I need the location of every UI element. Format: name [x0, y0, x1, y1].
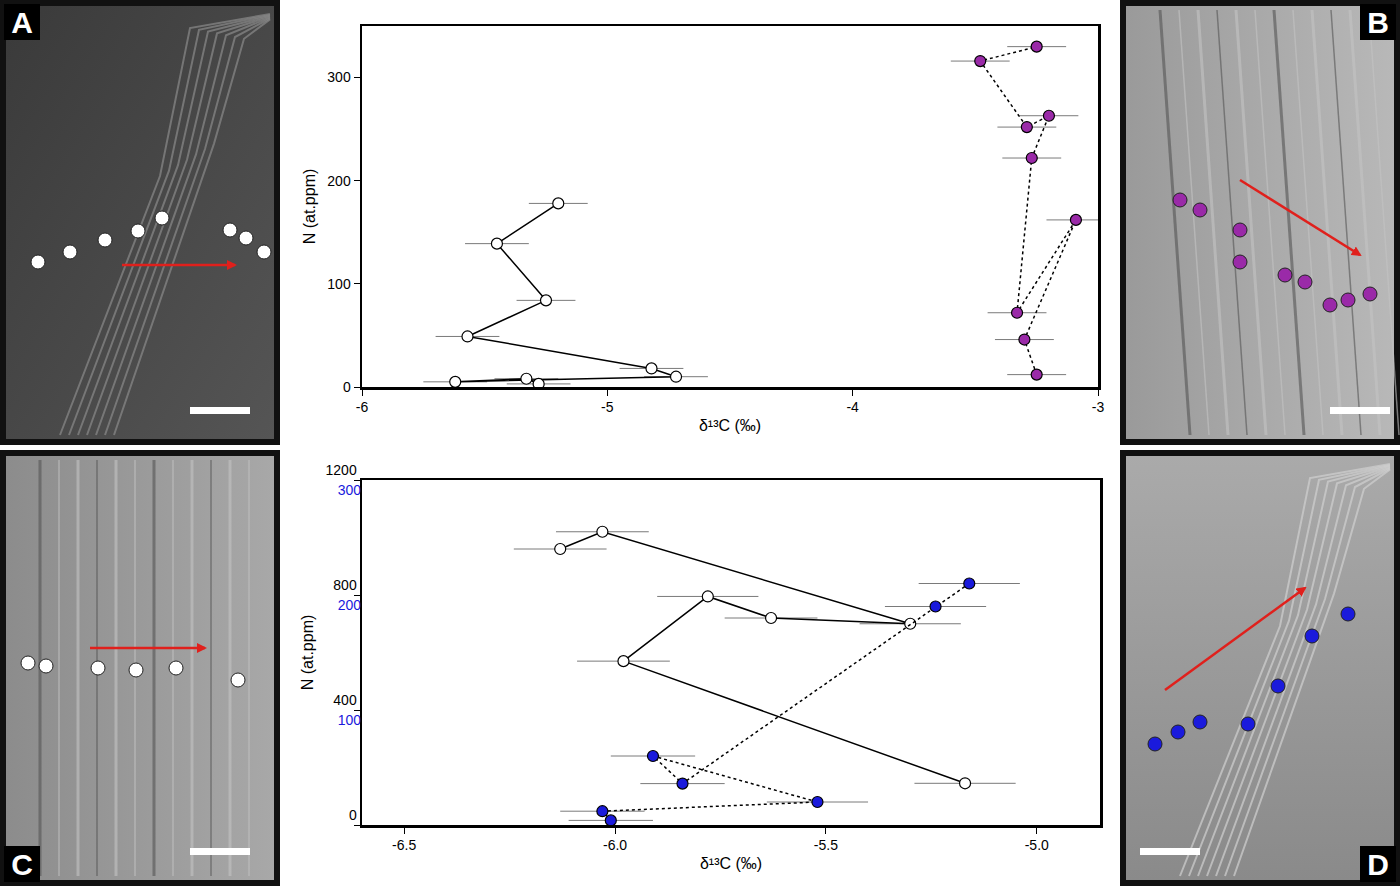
svg-text:800: 800 — [333, 577, 357, 593]
svg-text:100: 100 — [338, 712, 362, 728]
svg-text:δ¹³C (‰): δ¹³C (‰) — [699, 417, 761, 434]
svg-text:300: 300 — [338, 482, 362, 498]
svg-text:400: 400 — [333, 692, 357, 708]
svg-text:200: 200 — [327, 173, 351, 189]
svg-text:0: 0 — [343, 379, 351, 395]
svg-text:N (at.ppm): N (at.ppm) — [301, 169, 318, 245]
svg-text:0: 0 — [349, 807, 357, 823]
svg-text:-6: -6 — [356, 399, 369, 415]
svg-text:δ¹³C (‰): δ¹³C (‰) — [700, 855, 762, 872]
svg-text:B: B — [1367, 6, 1389, 39]
svg-text:-4: -4 — [846, 399, 859, 415]
svg-text:N (at.ppm): N (at.ppm) — [299, 615, 316, 691]
svg-text:200: 200 — [338, 597, 362, 613]
svg-text:-5.5: -5.5 — [814, 837, 838, 853]
svg-text:1200: 1200 — [326, 462, 357, 478]
svg-text:300: 300 — [327, 69, 351, 85]
svg-text:-5: -5 — [601, 399, 614, 415]
svg-text:-6.0: -6.0 — [603, 837, 627, 853]
svg-text:D: D — [1367, 848, 1389, 881]
svg-text:C: C — [11, 848, 33, 881]
svg-text:-3: -3 — [1092, 399, 1105, 415]
svg-text:100: 100 — [327, 276, 351, 292]
svg-text:-6.5: -6.5 — [392, 837, 416, 853]
svg-text:-5.0: -5.0 — [1025, 837, 1049, 853]
svg-text:A: A — [11, 6, 33, 39]
